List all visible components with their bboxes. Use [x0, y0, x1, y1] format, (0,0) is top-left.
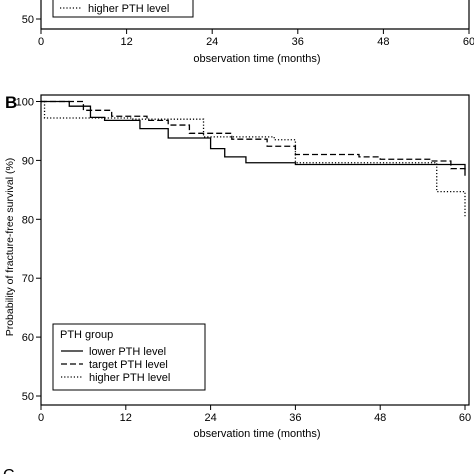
panel-a-frame — [40, 0, 470, 30]
panel-a-x-tick-label: 0 — [38, 36, 44, 48]
legend-label-dashed: target PTH level — [89, 359, 168, 371]
panel-b-y-tick-label: 50 — [22, 391, 34, 403]
series-line-target-pth-level — [41, 100, 466, 173]
legend-label-solid: lower PTH level — [89, 346, 166, 358]
panel-b-label: B — [5, 93, 17, 112]
panel-a-y-tick-label: 50 — [22, 14, 34, 26]
panel-b-frame — [40, 94, 470, 406]
panel-a-x-axis-label: observation time (months) — [193, 53, 320, 65]
series-line-lower-pth-level — [41, 100, 466, 176]
panel-b-x-tick-label: 60 — [459, 412, 471, 424]
panel-b-y-tick-label: 100 — [16, 97, 34, 109]
panel-b: 50 60 70 80 90 100 0 12 24 36 48 60 observation time… — [4, 94, 471, 440]
panel-b-legend-box — [52, 323, 206, 391]
panel-b-x-axis-label: observation time (months) — [193, 428, 320, 440]
panel-b-x-tick-label: 48 — [374, 412, 386, 424]
panel-b-x-tick-label: 12 — [120, 412, 132, 424]
panel-b-y-tick-label: 80 — [22, 214, 34, 226]
panel-b-y-tick-label: 70 — [22, 273, 34, 285]
panel-b-y-tick-label: 90 — [22, 155, 34, 167]
panel-a-legend-box — [52, 0, 194, 18]
panel-a-x-tick-label: 60 — [463, 36, 474, 48]
panel-b-legend-title: PTH group — [60, 329, 113, 341]
panel-b-x-tick-label: 24 — [204, 412, 216, 424]
panel-a-x-tick-label: 24 — [206, 36, 218, 48]
panel-b-x-tick-label: 36 — [289, 412, 301, 424]
panel-a: 50 higher PTH level 0 12 24 36 48 60 observation… — [22, 0, 474, 65]
panel-c-label: C — [3, 467, 15, 474]
legend-label-dotted: higher PTH level — [89, 372, 170, 384]
panel-b-x-tick-label: 0 — [38, 412, 44, 424]
panel-a-x-tick-label: 12 — [120, 36, 132, 48]
panel-b-y-tick-label: 60 — [22, 332, 34, 344]
panel-a-x-tick-label: 48 — [377, 36, 389, 48]
panel-a-x-tick-label: 36 — [292, 36, 304, 48]
panel-b-y-axis-label: Probability of fracture-free survival (%… — [4, 158, 16, 337]
panel-a-legend-label: higher PTH level — [88, 3, 169, 15]
